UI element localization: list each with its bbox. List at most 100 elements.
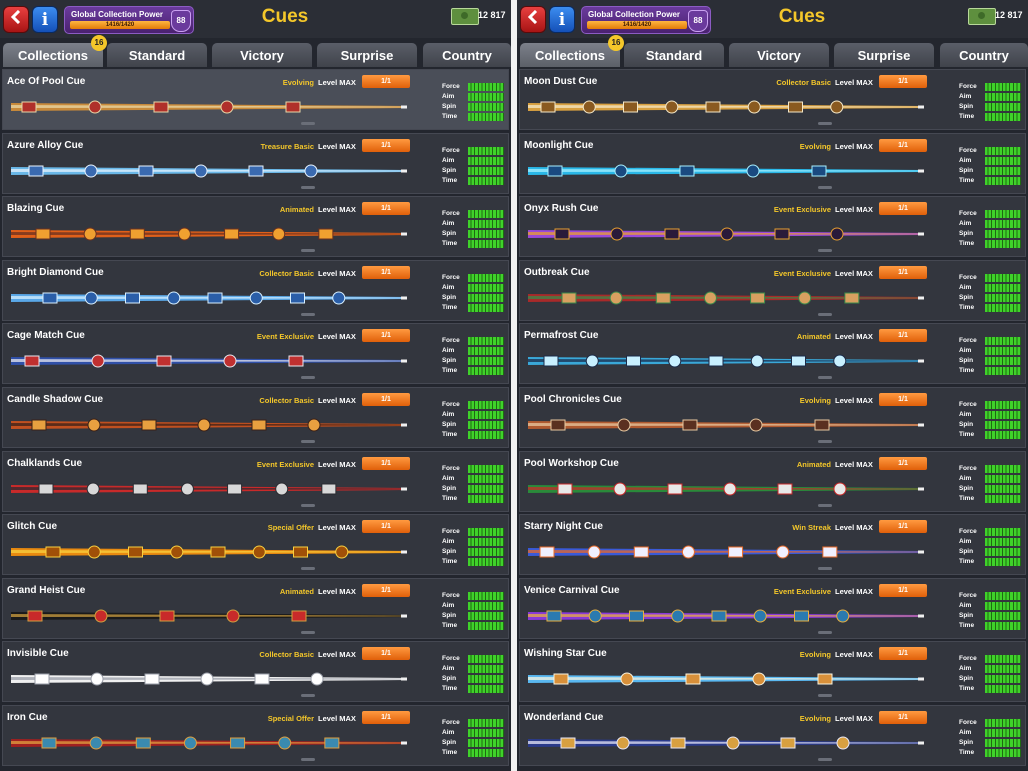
cue-image	[526, 479, 926, 499]
stat-aim: Aim	[959, 283, 1021, 293]
cue-image	[526, 351, 926, 371]
cue-rarity: Animated	[279, 205, 314, 215]
cue-stats: Force Aim Spin Time	[442, 527, 504, 567]
cue-row[interactable]: Grand Heist Cue Animated Level MAX 1/1 Force…	[2, 577, 509, 639]
cue-image-graphic	[11, 609, 407, 623]
stat-label: Aim	[442, 156, 455, 164]
back-button[interactable]	[521, 7, 545, 32]
stat-bar-max	[985, 538, 1021, 547]
stat-bar-max	[468, 655, 504, 664]
stat-force: Force	[442, 464, 504, 474]
cue-rarity: Win Streak	[792, 523, 831, 533]
tab-country[interactable]: Country	[423, 43, 511, 67]
cue-name: Azure Alloy Cue	[7, 139, 84, 151]
tab-victory[interactable]: Victory	[212, 43, 312, 67]
stat-label: Aim	[442, 665, 455, 673]
cue-row[interactable]: Permafrost Cue Animated Level MAX 1/1 Force A…	[519, 323, 1026, 385]
stat-time: Time	[959, 557, 1021, 567]
cue-row[interactable]: Azure Alloy Cue Treasure Basic Level MAX 1/…	[2, 132, 509, 194]
info-button[interactable]: i	[550, 7, 574, 32]
stat-bar-max	[985, 591, 1021, 600]
stat-aim: Aim	[959, 346, 1021, 356]
cue-image-graphic	[11, 164, 407, 178]
stat-label: Spin	[442, 103, 457, 110]
cue-row[interactable]: Blazing Cue Animated Level MAX 1/1 Force Aim S…	[2, 196, 509, 258]
stat-spin: Spin	[959, 738, 1021, 748]
cue-count-badge: 1/1	[879, 456, 927, 470]
cue-row[interactable]: Cage Match Cue Event Exclusive Level MAX 1/…	[2, 323, 509, 385]
stat-label: Spin	[442, 293, 457, 301]
tab-collections-badge: 16	[608, 35, 624, 51]
cue-row[interactable]: Starry Night Cue Win Streak Level MAX 1/1 Fo…	[519, 514, 1026, 576]
stat-time: Time	[442, 748, 504, 758]
cue-row[interactable]: Invisible Cue Collector Basic Level MAX 1/1…	[2, 641, 509, 703]
cue-row[interactable]: Outbreak Cue Event Exclusive Level MAX 1/1 F…	[519, 259, 1026, 321]
stat-bar-max	[985, 401, 1021, 409]
collection-power-label: Global Collection Power	[588, 10, 681, 19]
stat-label: Spin	[442, 675, 457, 683]
stat-bar-max	[985, 729, 1021, 737]
cue-stats: Force Aim Spin Time	[959, 209, 1021, 249]
info-button[interactable]: i	[33, 7, 57, 32]
cue-level: Level MAX	[318, 396, 356, 405]
cue-row[interactable]: Wishing Star Cue Evolving Level MAX 1/1 Forc…	[519, 641, 1026, 703]
cue-row[interactable]: Moon Dust Cue Collector Basic Level MAX 1/1…	[519, 69, 1026, 130]
cue-row[interactable]: Bright Diamond Cue Collector Basic Level M…	[2, 259, 509, 321]
stat-force: Force	[959, 82, 1021, 92]
cue-stats: Force Aim Spin Time	[442, 336, 504, 376]
stat-spin: Spin	[442, 420, 504, 430]
tab-country[interactable]: Country	[940, 43, 1028, 67]
back-button[interactable]	[4, 7, 28, 32]
tab-collections[interactable]: Collections	[520, 43, 620, 67]
cue-row[interactable]: Candle Shadow Cue Collector Basic Level MA…	[2, 387, 509, 448]
cue-image	[9, 161, 409, 181]
cue-row[interactable]: Chalklands Cue Event Exclusive Level MAX 1/…	[2, 450, 509, 512]
stat-aim: Aim	[959, 728, 1021, 738]
stat-label: Force	[959, 464, 977, 472]
tab-standard[interactable]: Standard	[624, 43, 724, 67]
info-icon: i	[41, 9, 49, 30]
stat-time: Time	[959, 176, 1021, 186]
stat-bar-max	[985, 93, 1021, 101]
tab-surprise[interactable]: Surprise	[317, 43, 417, 67]
stat-bar-max	[985, 210, 1021, 219]
cue-row[interactable]: Wonderland Cue Evolving Level MAX 1/1 Force A…	[519, 705, 1026, 766]
cue-row[interactable]: Ace Of Pool Cue Evolving Level MAX 1/1 Force…	[2, 69, 509, 130]
stat-bar-max	[468, 528, 504, 537]
tab-victory[interactable]: Victory	[729, 43, 829, 67]
cue-stats: Force Aim Spin Time	[959, 273, 1021, 313]
cue-count-badge: 1/1	[362, 583, 410, 597]
global-collection-power[interactable]: Global Collection Power 1416/1420 88	[64, 6, 194, 34]
stat-label: Spin	[442, 739, 457, 746]
stat-bar-max	[468, 113, 504, 121]
stat-bar-max	[468, 357, 504, 366]
cue-row[interactable]: Glitch Cue Special Offer Level MAX 1/1 Force…	[2, 514, 509, 576]
cue-row[interactable]: Moonlight Cue Evolving Level MAX 1/1 Force Ai…	[519, 132, 1026, 194]
stat-aim: Aim	[442, 346, 504, 356]
cue-row[interactable]: Onyx Rush Cue Event Exclusive Level MAX 1/1…	[519, 196, 1026, 258]
global-collection-power[interactable]: Global Collection Power 1416/1420 88	[581, 6, 711, 34]
stat-label: Time	[959, 685, 975, 693]
cue-image-graphic	[11, 736, 407, 750]
stat-label: Time	[959, 113, 975, 120]
stat-bar-max	[468, 548, 504, 557]
stat-force: Force	[442, 336, 504, 346]
cue-row[interactable]: Iron Cue Special Offer Level MAX 1/1 Force Ai…	[2, 705, 509, 766]
tab-standard[interactable]: Standard	[107, 43, 207, 67]
stat-label: Aim	[442, 93, 455, 100]
stat-label: Force	[959, 210, 977, 218]
stat-bar-max	[985, 347, 1021, 356]
stat-label: Force	[442, 655, 460, 663]
cue-level: Level MAX	[835, 396, 873, 405]
stat-bar-max	[468, 103, 504, 111]
stat-label: Force	[442, 210, 460, 218]
cue-row[interactable]: Pool Chronicles Cue Evolving Level MAX 1/1 F…	[519, 387, 1026, 448]
tab-surprise[interactable]: Surprise	[834, 43, 934, 67]
cue-row[interactable]: Pool Workshop Cue Animated Level MAX 1/1 For…	[519, 450, 1026, 512]
stat-force: Force	[959, 336, 1021, 346]
tab-collections[interactable]: Collections	[3, 43, 103, 67]
cue-image-graphic	[11, 354, 407, 368]
stat-aim: Aim	[442, 410, 504, 420]
cue-row[interactable]: Venice Carnival Cue Event Exclusive Level …	[519, 577, 1026, 639]
cue-count-badge: 1/1	[879, 202, 927, 216]
